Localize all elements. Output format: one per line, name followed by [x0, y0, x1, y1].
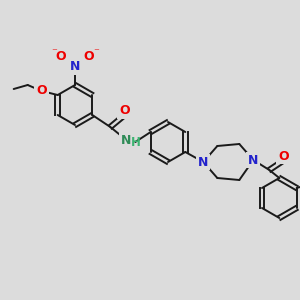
Text: O: O	[36, 85, 47, 98]
Text: O: O	[84, 50, 94, 64]
Text: ⁻: ⁻	[51, 47, 57, 57]
Text: O: O	[56, 50, 66, 64]
Text: N: N	[70, 61, 80, 74]
Text: O: O	[119, 104, 130, 118]
Text: ⁻: ⁻	[93, 47, 99, 57]
Text: O: O	[278, 149, 289, 163]
Text: N: N	[248, 154, 259, 166]
Text: H: H	[130, 136, 140, 148]
Text: N: N	[198, 155, 208, 169]
Text: N: N	[121, 134, 131, 146]
